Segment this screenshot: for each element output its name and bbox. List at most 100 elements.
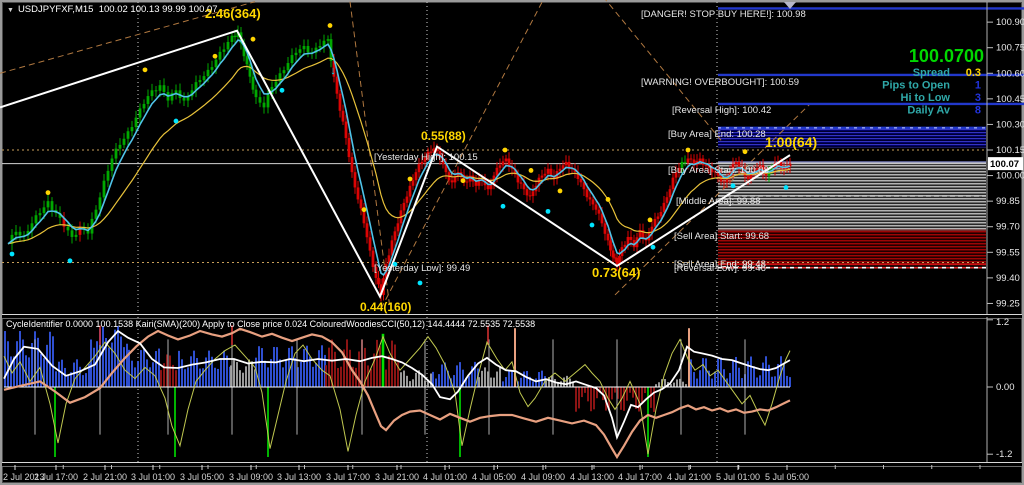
dropdown-triangle-icon[interactable]: ▼ — [7, 7, 14, 14]
cci-histogram-bar — [471, 366, 473, 387]
cci-histogram-bar — [765, 356, 767, 387]
cci-histogram-bar — [563, 377, 565, 387]
candle-body — [332, 60, 336, 77]
pane-divider[interactable] — [2, 314, 1022, 319]
candle-body — [764, 173, 768, 176]
candle-body — [779, 161, 783, 169]
candle-body — [230, 35, 234, 42]
candle-body — [585, 189, 589, 198]
price-tick-label: 100.30 — [996, 119, 1024, 130]
cci-histogram-bar — [312, 366, 314, 387]
cci-histogram-bar — [690, 359, 692, 387]
cci-histogram-bar — [303, 348, 305, 387]
cci-histogram-bar — [25, 355, 27, 387]
time-tick-label: 4 Jul 09:00 — [521, 472, 565, 482]
blue-zone-band — [718, 127, 986, 148]
cci-histogram-bar — [178, 350, 180, 387]
candle-body — [282, 70, 286, 74]
symbol-label: USDJPYFXF,M15 — [17, 4, 94, 15]
price-tick-label: 100.75 — [996, 43, 1024, 54]
candle-body — [122, 138, 126, 145]
candle-body — [638, 230, 642, 238]
candle-body — [516, 174, 520, 183]
time-tick-label: 3 Jul 21:00 — [375, 472, 419, 482]
price-chart-pane[interactable]: ↓ 2.46(364) 0.55(88) 0.73(64) 0.44(160) 1.00(… — [0, 0, 1024, 314]
candle-body — [716, 171, 720, 176]
candle-body — [761, 165, 765, 174]
cci-histogram-bar — [217, 368, 219, 387]
cci-histogram-bar — [478, 377, 480, 387]
candle-body — [749, 172, 753, 179]
candle-body — [314, 47, 318, 53]
candle-body — [347, 138, 351, 158]
cci-histogram-bar — [131, 360, 133, 387]
cci-histogram-bar — [456, 365, 458, 387]
trend-line — [614, 103, 811, 296]
cci-histogram-bar — [774, 376, 776, 387]
candle-body — [417, 163, 421, 173]
cci-histogram-bar — [566, 375, 568, 387]
cyan-ma-dot — [9, 251, 15, 257]
cci-histogram-bar — [43, 358, 45, 387]
candle-body — [609, 240, 612, 251]
cci-histogram-bar — [493, 377, 495, 387]
pane-divider-2[interactable] — [2, 462, 1022, 467]
cci-histogram-bar — [599, 387, 601, 393]
cci-histogram-bar — [394, 344, 396, 387]
cci-histogram-bar — [653, 387, 655, 412]
zigzag-line — [0, 29, 791, 300]
candle-body — [507, 158, 511, 167]
candle-body — [226, 41, 230, 50]
cci-histogram-bar — [397, 362, 399, 387]
yellow-ma-dot — [361, 207, 367, 213]
cci-histogram-bar — [441, 364, 443, 387]
candle-body — [34, 215, 38, 224]
cci-histogram-bar — [545, 380, 547, 387]
time-tick-label: 5 Jul 05:00 — [765, 472, 809, 482]
time-tick-label: 4 Jul 17:00 — [618, 472, 662, 482]
candle-body — [134, 117, 138, 128]
candle-body — [519, 182, 523, 184]
cci-histogram-bar — [590, 387, 592, 412]
cci-histogram-bar — [620, 387, 622, 410]
indicator-pane[interactable]: 1.2 0.00 -1.2 — [0, 317, 1024, 462]
candle-body — [46, 201, 50, 208]
candle-body — [423, 157, 427, 162]
cci-histogram-bar — [264, 360, 266, 387]
candle-body — [294, 52, 298, 56]
candle-body — [525, 189, 529, 196]
cci-histogram-bar — [502, 381, 504, 387]
time-tick-label: 3 Jul 13:00 — [277, 472, 321, 482]
cci-histogram-bar — [391, 340, 393, 387]
candle-body — [174, 90, 178, 93]
cci-histogram-bar — [19, 331, 21, 387]
cyan-ma-dot — [417, 280, 423, 286]
cci-histogram-bar — [535, 378, 537, 387]
cci-histogram-bar — [638, 387, 640, 412]
cci-histogram-bar — [96, 341, 98, 387]
candle-body — [356, 187, 360, 200]
cci-histogram-bar — [367, 365, 369, 387]
cci-histogram-bar — [37, 337, 39, 387]
cyan-ma-dot — [589, 222, 595, 228]
candle-body — [210, 67, 214, 70]
cci-histogram-bar — [511, 371, 513, 387]
cci-histogram-bar — [31, 342, 33, 387]
candle-body — [588, 197, 592, 200]
cci-histogram-bar — [538, 372, 540, 387]
cci-histogram-bar — [270, 359, 272, 387]
cci-histogram-bar — [658, 382, 660, 387]
candle-body — [623, 244, 627, 248]
candle-body — [561, 165, 565, 169]
candle-body — [444, 164, 448, 173]
info-row-label: Pips to Open — [882, 80, 950, 92]
cci-histogram-bar — [105, 338, 107, 387]
candle-body — [734, 161, 738, 164]
candle-body — [495, 167, 499, 176]
candle-body — [746, 176, 750, 179]
cci-histogram-bar — [306, 345, 308, 387]
candle-body — [222, 49, 226, 52]
yellow-ma-dot — [647, 217, 653, 223]
cci-histogram-bar — [783, 363, 785, 387]
